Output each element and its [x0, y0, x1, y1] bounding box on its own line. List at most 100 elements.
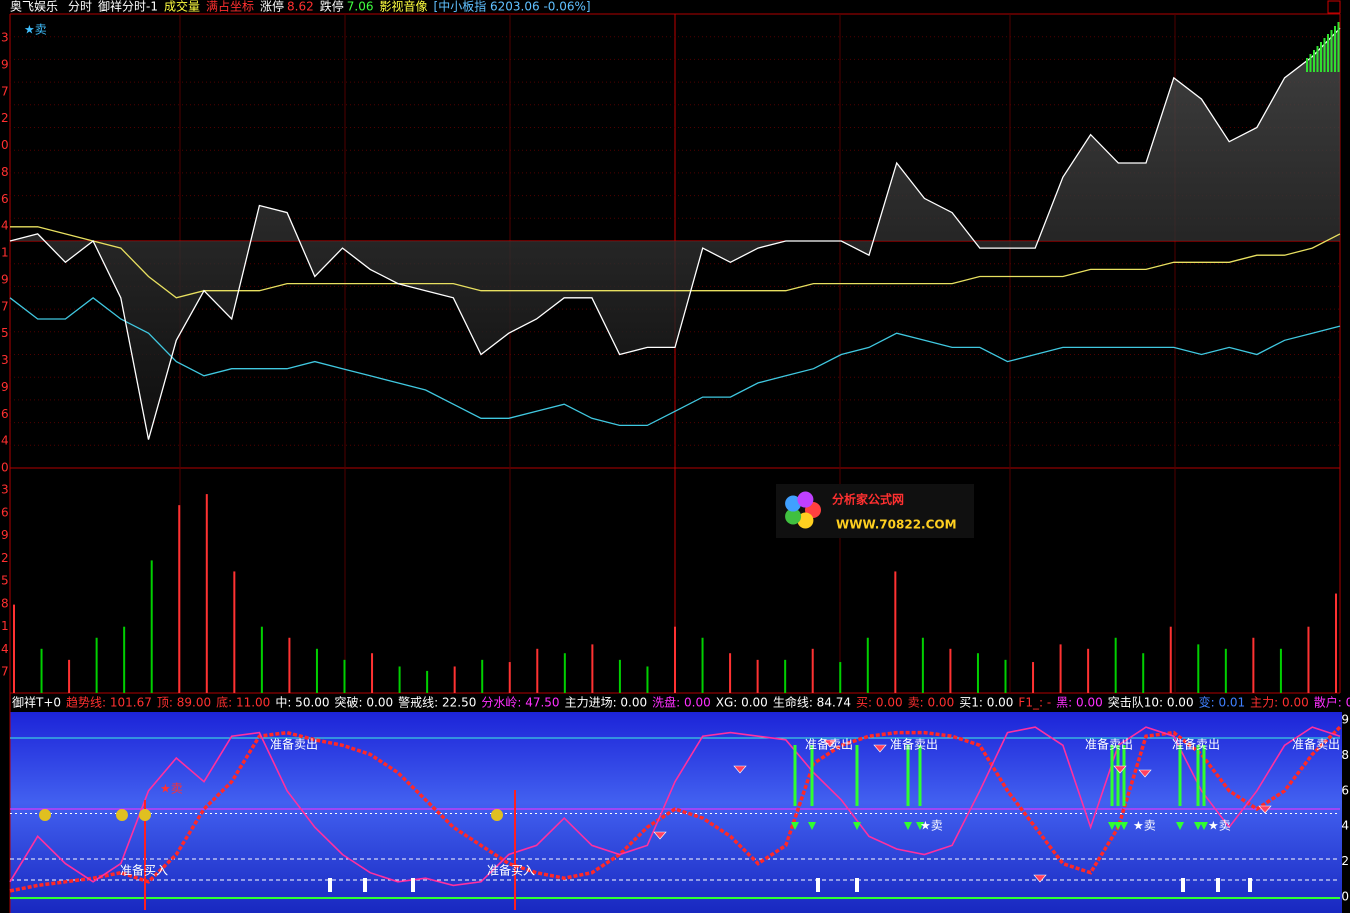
header-item: 8.62 [287, 0, 314, 14]
signal-label: 准备卖出 [890, 738, 938, 752]
volume-bar [40, 648, 43, 693]
y-axis-label: 2 [1341, 854, 1349, 868]
y-axis-label: 3 [1, 483, 9, 497]
indicator-item: 顶: 89.00 [157, 696, 211, 710]
gem-icon [1138, 769, 1152, 778]
gem-icon [733, 765, 747, 774]
indicator-item: 御祥T+0 [12, 695, 61, 710]
volume-bar [371, 653, 374, 693]
indicator-item: 卖: 0.00 [908, 696, 955, 710]
y-axis-label: 0 [1, 461, 9, 475]
volume-bar [756, 659, 759, 693]
volume-bar [976, 653, 979, 693]
gem-icon [1113, 765, 1127, 774]
marker-box [1181, 878, 1185, 892]
decor-bar [1334, 26, 1336, 72]
y-axis-label: 6 [1341, 783, 1349, 797]
signal-label: 准备买入 [120, 864, 168, 878]
money-bag [139, 809, 151, 821]
indicator-item: 突击队10: 0.00 [1108, 695, 1194, 710]
signal-label: ★卖 [160, 782, 183, 796]
indicator-item: 生命线: 84.74 [773, 695, 851, 710]
y-axis-label: 3 [1, 31, 9, 45]
volume-bar [150, 560, 153, 693]
window-button[interactable] [1327, 0, 1341, 14]
volume-bar [178, 505, 181, 693]
volume-bar [701, 637, 704, 693]
decor-bar [1330, 30, 1333, 72]
y-axis-label: 2 [1, 111, 9, 125]
volume-bar [453, 666, 456, 693]
line-price [9, 27, 1341, 440]
header-item: 奥飞娱乐 [10, 0, 58, 14]
volume-bar [1169, 626, 1172, 693]
indicator-panel [10, 712, 1342, 913]
volume-bar [784, 659, 787, 693]
indicator-item: 变: 0.01 [1199, 695, 1246, 710]
marker-box [363, 878, 367, 892]
y-axis-label: 1 [1, 246, 9, 260]
volume-bar [866, 637, 869, 693]
signal-label: 准备卖出 [270, 738, 318, 752]
header-item: 跌停 [320, 0, 344, 14]
decor-bar [1306, 58, 1308, 72]
y-axis-label: 5 [1, 326, 9, 340]
signal-label: 准备卖出 [1292, 738, 1340, 752]
signal-label: ★卖 [1133, 819, 1156, 833]
volume-bar [508, 662, 511, 693]
volume-bar [729, 653, 732, 693]
gem-icon [873, 744, 887, 753]
y-axis-label: 6 [1, 407, 9, 421]
decor-bar [1313, 50, 1315, 72]
volume-bar [1335, 593, 1337, 693]
watermark-url: WWW.70822.COM [836, 518, 957, 532]
decor-bar [1323, 38, 1326, 72]
indicator-item: 趋势线: 101.67 [66, 696, 152, 710]
signal-label: 准备买入 [487, 864, 535, 878]
volume-bar [1059, 644, 1062, 693]
marker-box [855, 878, 859, 892]
volume-bar [398, 666, 401, 693]
signal-arrow [1194, 822, 1202, 830]
volume-bar [288, 637, 291, 693]
volume-bar [343, 659, 346, 693]
gem-icon [653, 831, 667, 840]
y-axis-label: 5 [1, 574, 9, 588]
volume-bar [646, 666, 649, 693]
volume-bar [260, 626, 263, 693]
header-item: 满占坐标 [206, 0, 254, 14]
gem-icon [1033, 874, 1047, 883]
volume-bar [1307, 626, 1310, 693]
volume-bar [618, 659, 621, 693]
decor-bar [1309, 54, 1312, 72]
y-axis-label: 0 [1, 138, 9, 152]
signal-arrow [1108, 822, 1116, 830]
indicator-item: 突破: 0.00 [335, 695, 394, 710]
y-axis-label: 8 [1341, 748, 1349, 762]
volume-bar [68, 659, 71, 693]
signal-arrow [1176, 822, 1184, 830]
indicator-item: 黑: 0.00 [1056, 696, 1103, 710]
marker-box [411, 878, 415, 892]
y-axis-label: 9 [1, 57, 9, 71]
volume-bar [205, 494, 208, 693]
y-axis-label: 9 [1, 528, 9, 542]
signal-label: 准备卖出 [1172, 738, 1220, 752]
decor-bar [1337, 22, 1340, 72]
indicator-item: 主力: 0.00 [1250, 696, 1309, 710]
decor-bar [1320, 42, 1322, 72]
money-bag [39, 809, 51, 821]
y-axis-label: 4 [1, 219, 9, 233]
y-axis-label: 2 [1, 551, 9, 565]
signal-arrow [791, 822, 799, 830]
money-bag [116, 809, 128, 821]
line-index [9, 296, 1341, 427]
indicator-item: 中: 50.00 [275, 695, 329, 710]
annotation: ★卖 [24, 23, 47, 37]
volume-bar [123, 626, 126, 693]
volume-bar [1114, 637, 1117, 693]
y-axis-label: 8 [1, 165, 9, 179]
indicator-item: 主力进场: 0.00 [565, 696, 648, 710]
y-axis-label: 3 [1, 353, 9, 367]
